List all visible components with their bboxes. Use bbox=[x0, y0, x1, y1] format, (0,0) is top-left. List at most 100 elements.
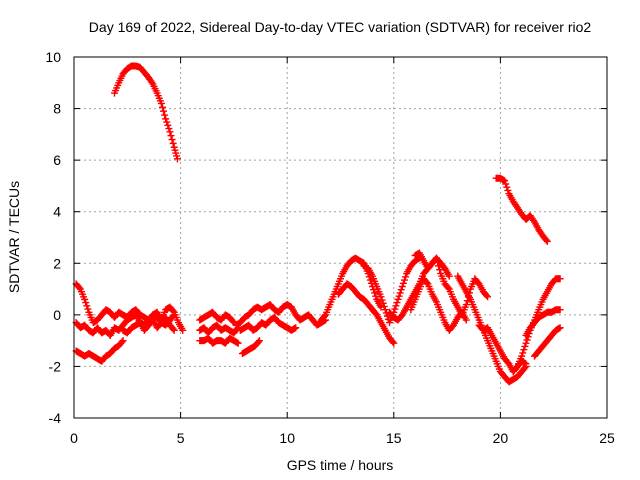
data-point-marker bbox=[164, 121, 172, 129]
y-tick-label: 6 bbox=[53, 152, 61, 168]
series-arc9 bbox=[196, 334, 242, 347]
data-point-marker bbox=[255, 337, 263, 345]
data-point-marker bbox=[396, 289, 404, 297]
y-tick-label: 2 bbox=[53, 255, 61, 271]
data-point-marker bbox=[389, 338, 397, 346]
y-tick-label: -4 bbox=[49, 410, 62, 426]
series-arc18 bbox=[411, 249, 492, 319]
data-point-marker bbox=[75, 284, 83, 292]
series-arc22 bbox=[522, 306, 564, 339]
data-point-marker bbox=[399, 279, 407, 287]
series-arc10 bbox=[232, 301, 330, 329]
data-point-marker bbox=[366, 276, 374, 284]
x-tick-label: 15 bbox=[386, 430, 402, 446]
data-point-marker bbox=[377, 293, 385, 301]
data-point-marker bbox=[148, 78, 156, 86]
series-arc5 bbox=[72, 337, 127, 365]
data-point-marker bbox=[167, 132, 175, 140]
data-point-marker bbox=[391, 305, 399, 313]
data-point-marker bbox=[371, 289, 379, 297]
data-point-marker bbox=[521, 342, 529, 350]
y-tick-label: 10 bbox=[45, 49, 61, 65]
grid-layer bbox=[74, 57, 607, 418]
data-point-marker bbox=[395, 292, 403, 300]
data-point-marker bbox=[83, 302, 91, 310]
data-point-marker bbox=[166, 128, 174, 136]
data-point-marker bbox=[504, 186, 512, 194]
series-arc21 bbox=[509, 275, 564, 376]
data-point-marker bbox=[169, 139, 177, 147]
data-point-marker bbox=[542, 236, 550, 244]
chart-title: Day 169 of 2022, Sidereal Day-to-day VTE… bbox=[89, 19, 592, 35]
data-point-marker bbox=[158, 103, 166, 111]
data-point-marker bbox=[160, 107, 168, 115]
data-point-marker bbox=[118, 338, 126, 346]
series-arc23 bbox=[531, 324, 564, 360]
data-point-marker bbox=[523, 336, 531, 344]
data-point-marker bbox=[379, 299, 387, 307]
data-point-marker bbox=[229, 317, 237, 325]
data-point-marker bbox=[462, 301, 470, 309]
data-point-marker bbox=[392, 302, 400, 310]
data-point-marker bbox=[398, 282, 406, 290]
data-point-marker bbox=[556, 275, 564, 283]
data-point-marker bbox=[503, 183, 511, 191]
series-arc14 bbox=[334, 280, 398, 347]
data-point-marker bbox=[161, 111, 169, 119]
data-point-marker bbox=[518, 352, 526, 360]
ticks-layer: 0 5 10 15 20 25 -4 -2 0 2 4 6 8 10 bbox=[45, 49, 615, 446]
series-arc2 bbox=[492, 174, 551, 245]
data-marks-layer bbox=[72, 62, 564, 386]
x-tick-label: 0 bbox=[70, 430, 78, 446]
y-tick-label: -2 bbox=[49, 358, 62, 374]
series-arc6 bbox=[119, 313, 178, 337]
data-point-marker bbox=[445, 272, 453, 280]
data-point-marker bbox=[435, 262, 443, 270]
x-tick-label: 5 bbox=[177, 430, 185, 446]
data-point-marker bbox=[254, 338, 262, 346]
data-point-marker bbox=[119, 337, 127, 345]
data-point-marker bbox=[462, 316, 470, 324]
data-point-marker bbox=[483, 292, 491, 300]
data-point-marker bbox=[444, 284, 452, 292]
data-point-marker bbox=[484, 293, 492, 301]
series-arc17 bbox=[407, 275, 470, 334]
series-arc12 bbox=[238, 337, 263, 358]
data-point-marker bbox=[81, 295, 89, 303]
data-point-marker bbox=[393, 299, 401, 307]
series-arc1 bbox=[111, 62, 181, 163]
data-point-marker bbox=[529, 216, 537, 224]
data-point-marker bbox=[157, 99, 165, 107]
data-point-marker bbox=[402, 273, 410, 281]
data-point-marker bbox=[82, 299, 90, 307]
x-tick-label: 20 bbox=[493, 430, 509, 446]
series-arc20 bbox=[475, 321, 530, 376]
data-point-marker bbox=[512, 364, 520, 372]
data-point-marker bbox=[168, 136, 176, 144]
data-point-marker bbox=[165, 125, 173, 133]
data-point-marker bbox=[381, 306, 389, 314]
plot-frame bbox=[73, 56, 608, 419]
data-point-marker bbox=[163, 118, 171, 126]
data-point-marker bbox=[501, 177, 509, 185]
x-tick-label: 25 bbox=[599, 430, 615, 446]
data-point-marker bbox=[292, 324, 300, 332]
y-tick-label: 8 bbox=[53, 101, 61, 117]
data-point-marker bbox=[543, 237, 551, 245]
data-point-marker bbox=[394, 295, 402, 303]
x-tick-label: 10 bbox=[279, 430, 295, 446]
data-point-marker bbox=[556, 306, 564, 314]
y-tick-label: 4 bbox=[53, 204, 61, 220]
data-point-marker bbox=[522, 360, 530, 368]
data-point-marker bbox=[520, 346, 528, 354]
data-point-marker bbox=[169, 325, 177, 333]
data-point-marker bbox=[432, 254, 440, 262]
data-point-marker bbox=[170, 326, 178, 334]
x-axis-label: GPS time / hours bbox=[287, 457, 394, 473]
data-point-marker bbox=[556, 324, 564, 332]
data-point-marker bbox=[170, 311, 178, 319]
data-point-marker bbox=[169, 312, 177, 320]
data-point-marker bbox=[390, 339, 398, 347]
series-arc7 bbox=[196, 308, 238, 327]
y-tick-label: 0 bbox=[53, 307, 61, 323]
